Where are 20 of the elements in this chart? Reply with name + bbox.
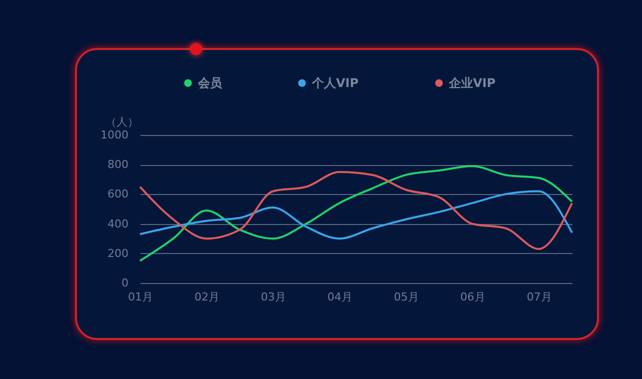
legend-label: 企业VIP bbox=[448, 76, 496, 90]
y-tick-label: 600 bbox=[108, 188, 128, 201]
x-tick-label: 01月 bbox=[128, 290, 153, 304]
legend-label: 个人VIP bbox=[311, 76, 359, 90]
x-tick-label: 03月 bbox=[260, 290, 286, 304]
x-tick-label: 02月 bbox=[194, 290, 220, 304]
line-series bbox=[139, 165, 573, 262]
y-tick-label: 200 bbox=[108, 246, 128, 260]
x-tick-label: 07月 bbox=[526, 290, 552, 304]
y-tick-label: 1000 bbox=[100, 128, 128, 142]
legend-label: 会员 bbox=[197, 76, 223, 90]
y-tick-label: 800 bbox=[108, 158, 128, 172]
y-tick-label: 400 bbox=[108, 217, 128, 230]
x-tick-label: 06月 bbox=[460, 290, 486, 304]
y-axis-title: （人） bbox=[106, 116, 138, 128]
y-tick-label: 0 bbox=[122, 276, 128, 290]
line-series bbox=[139, 171, 573, 250]
x-tick-label: 05月 bbox=[394, 290, 419, 304]
line-series bbox=[139, 190, 573, 240]
x-tick-label: 04月 bbox=[327, 290, 352, 304]
